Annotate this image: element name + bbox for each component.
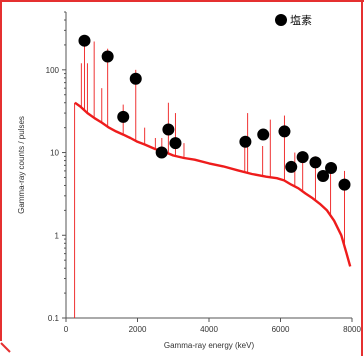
legend-label: 塩素 xyxy=(290,13,312,27)
chlorine-markers xyxy=(78,34,351,191)
x-tick-label: 8000 xyxy=(343,325,361,334)
chlorine-marker xyxy=(239,135,252,148)
y-tick-label: 10 xyxy=(50,149,59,158)
x-axis-title: Gamma-ray energy (keV) xyxy=(164,341,255,350)
chlorine-marker xyxy=(285,160,298,173)
chlorine-marker xyxy=(338,178,351,191)
chlorine-marker xyxy=(296,151,309,164)
x-tick-label: 6000 xyxy=(272,325,290,334)
spectrum-peaks xyxy=(74,36,345,318)
chlorine-marker xyxy=(325,162,338,175)
y-tick-label: 0.1 xyxy=(48,314,60,323)
frame-corner-mark xyxy=(0,342,11,353)
chart-ticks: 0 2000 4000 6000 8000 0.1 1 10 100 xyxy=(46,11,361,334)
chlorine-marker xyxy=(117,110,130,123)
x-tick-label: 0 xyxy=(64,325,69,334)
chlorine-marker xyxy=(162,123,175,136)
chlorine-marker xyxy=(309,156,322,169)
x-tick-label: 2000 xyxy=(129,325,147,334)
y-axis-title: Gamma-ray counts / pulses xyxy=(17,116,26,214)
y-tick-label: 100 xyxy=(46,66,60,75)
chlorine-marker xyxy=(169,137,182,150)
chlorine-marker xyxy=(317,170,330,183)
chlorine-marker xyxy=(155,146,168,159)
spectrum-continuum-line xyxy=(74,101,352,267)
chlorine-marker xyxy=(101,50,114,63)
legend: 塩素 xyxy=(275,13,312,27)
chlorine-marker xyxy=(257,128,270,141)
chlorine-marker xyxy=(129,72,142,85)
legend-marker xyxy=(275,14,287,26)
chlorine-marker xyxy=(78,34,91,47)
x-tick-label: 4000 xyxy=(200,325,218,334)
y-tick-label: 1 xyxy=(55,231,60,240)
chlorine-marker xyxy=(278,125,291,138)
